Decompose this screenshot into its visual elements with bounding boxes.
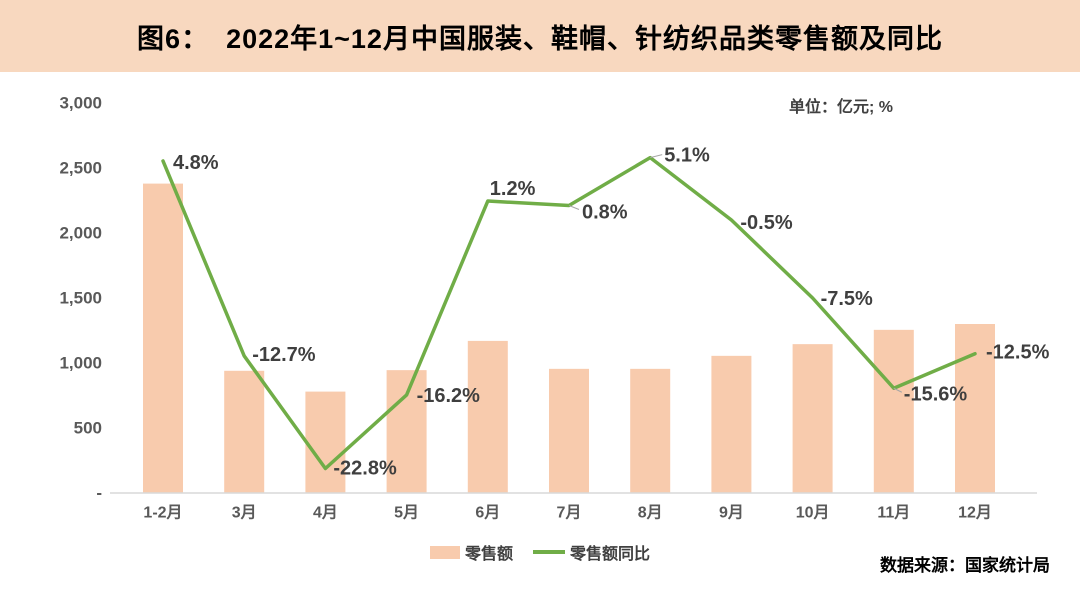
chart-header: 图6： 2022年1~12月中国服装、鞋帽、针纺织品类零售额及同比 (0, 0, 1080, 72)
unit-label: 单位：亿元; % (789, 99, 894, 116)
y-axis-tick-label: 2,500 (59, 159, 102, 178)
data-label-7月: 0.8% (582, 202, 628, 224)
x-axis-tick-label: 8月 (638, 504, 663, 522)
x-axis-tick-label: 3月 (232, 504, 257, 522)
x-axis-tick-label: 5月 (394, 504, 419, 522)
data-label-5月: -16.2% (417, 385, 481, 407)
bar-7月 (549, 368, 589, 493)
data-label-3月: -12.7% (252, 344, 316, 366)
x-axis-tick-label: 1-2月 (143, 504, 182, 522)
x-axis-tick-label: 11月 (877, 504, 910, 522)
data-label-9月: -0.5% (740, 212, 792, 234)
data-label-6月: 1.2% (490, 178, 536, 200)
bar-swatch-icon (429, 545, 460, 559)
bar-8月 (630, 368, 671, 493)
x-axis-tick-label: 7月 (557, 504, 582, 522)
bar-4月 (305, 391, 346, 493)
legend-item-yoy: 零售额同比 (533, 540, 650, 564)
data-source-note: 数据来源：国家统计局 (880, 556, 1050, 575)
x-axis-tick-label: 12月 (958, 504, 992, 522)
y-axis-tick-label: 1,500 (59, 289, 102, 308)
data-label-12月: -12.5% (986, 342, 1050, 364)
bar-9月 (711, 355, 752, 493)
data-label-11月: -15.6% (904, 383, 968, 405)
data-label-8月: 5.1% (664, 145, 710, 167)
y-axis-tick-label: 2,000 (59, 224, 102, 243)
chart-legend: 零售额 零售额同比 (0, 540, 1080, 564)
legend-label: 零售额 (464, 546, 513, 563)
bar-10月 (792, 344, 833, 493)
x-axis-tick-label: 4月 (313, 504, 338, 522)
label-leader-line (893, 387, 903, 393)
legend-item-retail: 零售额 (429, 540, 513, 564)
data-label-1-2月: 4.8% (173, 152, 219, 174)
data-label-4月: -22.8% (333, 457, 397, 479)
legend-label: 零售额同比 (570, 546, 651, 563)
chart-plot-area: 3,000 2,500 2,000 1,500 1,000 500 - 1-2月 3月 4月 5月 6… (59, 94, 1050, 522)
y-axis-tick-label: 500 (74, 419, 102, 438)
bar-3月 (224, 370, 265, 493)
data-label-10月: -7.5% (821, 288, 873, 310)
label-leader-line (650, 154, 663, 159)
bar-1-2月 (143, 183, 183, 493)
chart-title: 图6： 2022年1~12月中国服装、鞋帽、针纺织品类零售额及同比 (137, 23, 943, 54)
line-swatch-icon (533, 550, 565, 554)
x-axis-tick-label: 6月 (475, 504, 500, 522)
x-axis-tick-label: 10月 (796, 504, 830, 522)
bar-6月 (467, 340, 508, 493)
y-axis-tick-label: 1,000 (59, 354, 102, 373)
bar-11月 (873, 329, 914, 493)
label-leader-line (568, 205, 580, 210)
y-axis-tick-label: 3,000 (59, 94, 102, 113)
y-axis-tick-label: - (96, 484, 102, 503)
x-axis-tick-label: 9月 (719, 504, 744, 522)
